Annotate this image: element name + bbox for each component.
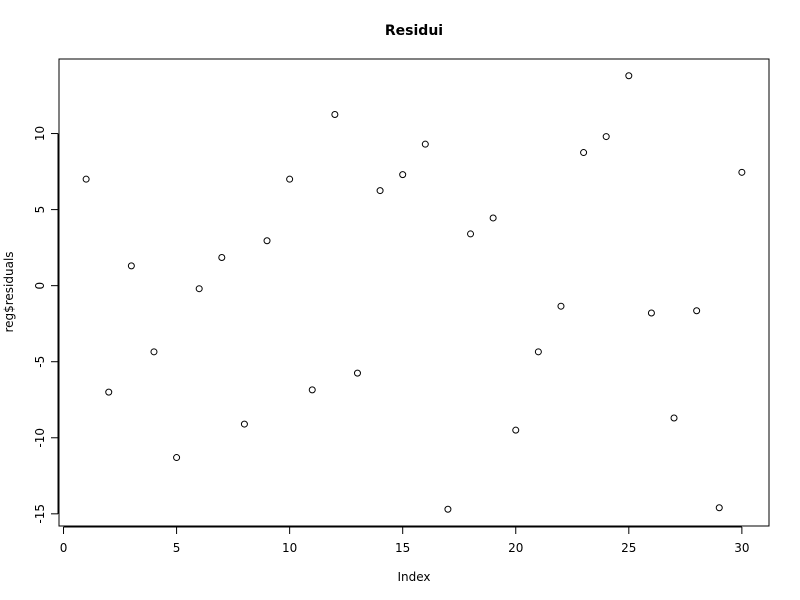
- y-tick-label: -10: [33, 428, 47, 448]
- y-tick-label: 10: [33, 126, 47, 141]
- data-point: [218, 254, 226, 262]
- data-point: [331, 111, 339, 119]
- x-tick-label: 25: [621, 541, 636, 555]
- y-tick-label: 0: [33, 282, 47, 290]
- data-point: [580, 149, 588, 157]
- data-point: [263, 237, 271, 245]
- data-point: [512, 426, 520, 434]
- data-point: [195, 285, 203, 293]
- chart-title: Residui: [385, 23, 443, 39]
- plot-frame: [58, 58, 770, 527]
- data-point: [105, 388, 113, 396]
- x-axis-label: Index: [397, 570, 430, 584]
- y-axis-label: reg$residuals: [2, 251, 16, 332]
- x-tick-label: 30: [734, 541, 749, 555]
- data-point: [286, 175, 294, 183]
- data-point: [467, 230, 475, 238]
- data-point: [353, 369, 361, 377]
- data-point: [173, 454, 181, 462]
- data-point: [421, 140, 429, 148]
- data-point: [715, 504, 723, 512]
- y-tick-label: -15: [33, 504, 47, 524]
- x-tick-label: 0: [60, 541, 68, 555]
- data-point: [489, 214, 497, 222]
- x-tick-label: 5: [173, 541, 181, 555]
- data-point: [602, 133, 610, 141]
- data-point: [557, 302, 565, 310]
- x-tick-label: 20: [508, 541, 523, 555]
- y-tick-label: 5: [33, 206, 47, 214]
- x-axis: 0 5 10 15 20 25 30: [60, 526, 750, 555]
- data-point: [444, 505, 452, 513]
- data-point: [738, 168, 746, 176]
- data-point: [308, 386, 316, 394]
- data-point: [240, 420, 248, 428]
- data-point: [625, 72, 633, 80]
- x-tick-label: 10: [282, 541, 297, 555]
- data-point: [150, 348, 158, 356]
- data-point: [127, 262, 135, 270]
- y-axis: -15 -10 -5 0 5 10: [33, 126, 59, 524]
- data-point: [647, 309, 655, 317]
- data-point: [376, 187, 384, 195]
- data-point: [534, 348, 542, 356]
- x-tick-label: 15: [395, 541, 410, 555]
- data-point: [693, 307, 701, 315]
- y-tick-label: -5: [33, 356, 47, 368]
- data-point: [82, 175, 90, 183]
- data-point: [670, 414, 678, 422]
- data-points: [82, 72, 746, 513]
- data-point: [399, 171, 407, 179]
